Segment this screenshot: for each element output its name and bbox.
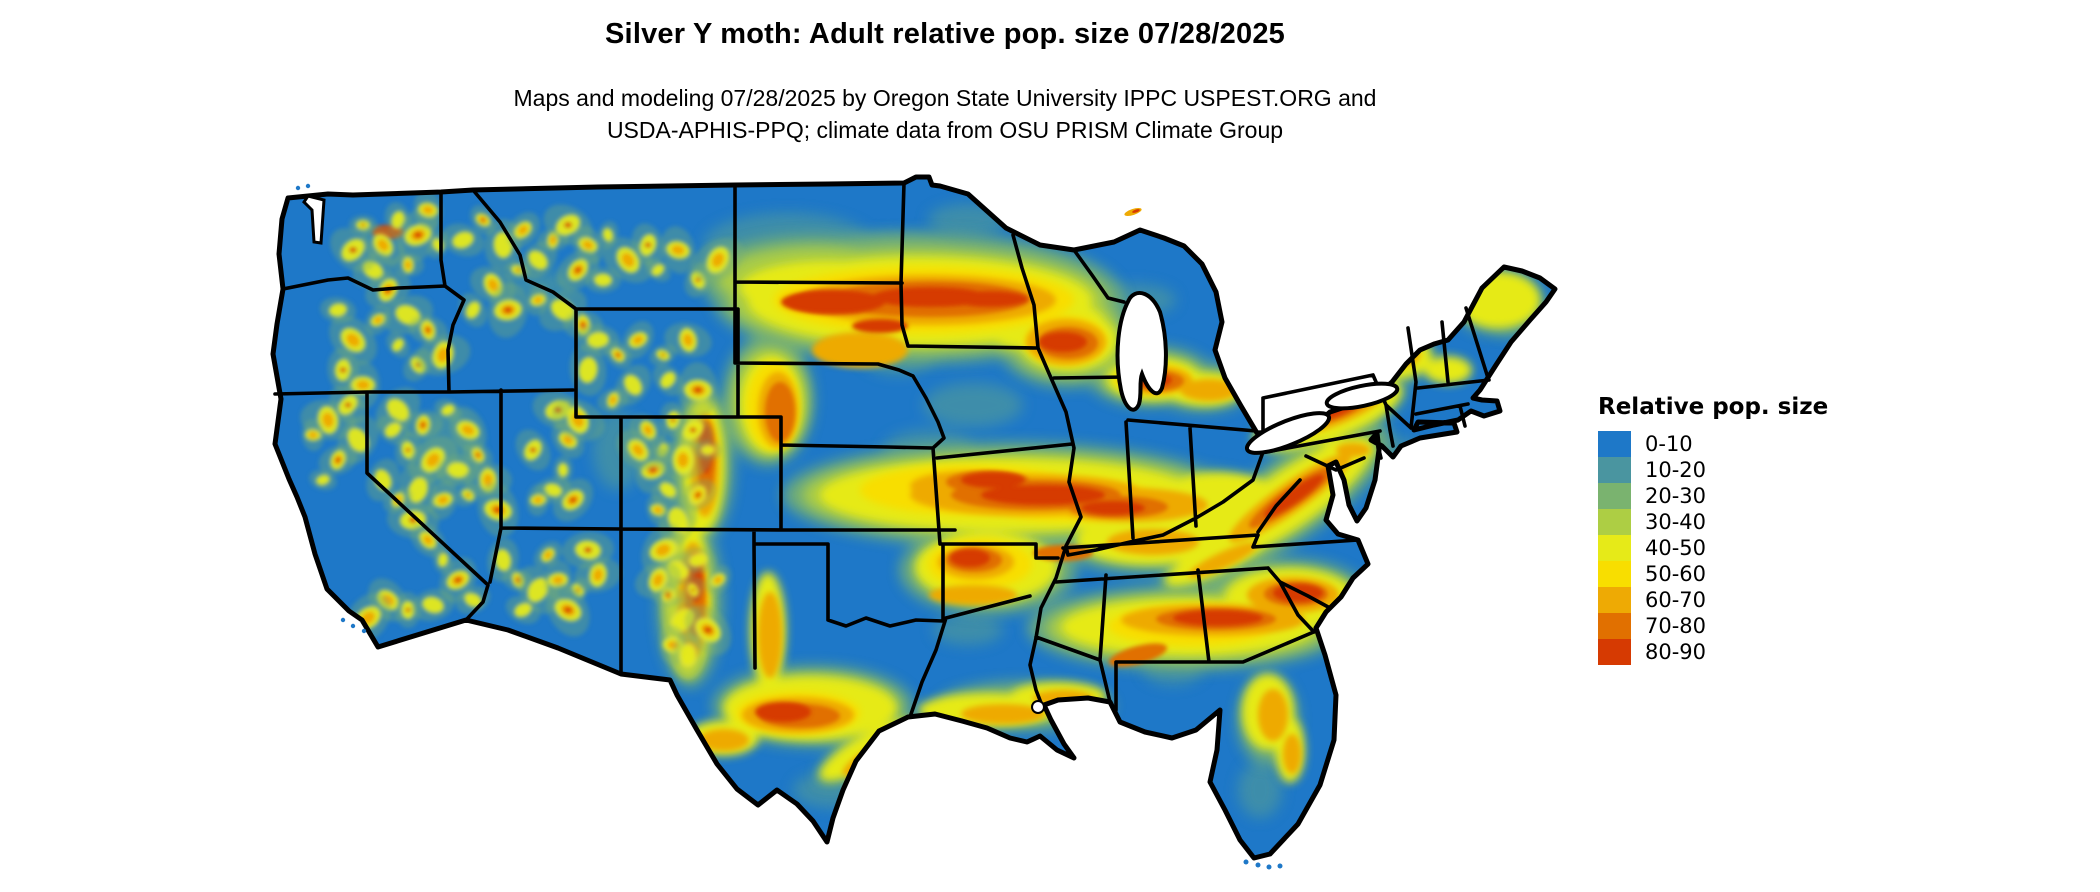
legend-item: 60-70	[1598, 587, 1828, 613]
legend-items: 0-10 10-20 20-30 30-40 40-50 50-60 60-70	[1598, 431, 1828, 665]
legend-label: 30-40	[1645, 510, 1707, 534]
us-heat-map	[268, 150, 1568, 890]
legend-swatch	[1598, 587, 1631, 613]
legend-label: 60-70	[1645, 588, 1707, 612]
legend-label: 50-60	[1645, 562, 1707, 586]
legend-item: 80-90	[1598, 639, 1828, 665]
legend-item: 0-10	[1598, 431, 1828, 457]
subtitle-line-2: USDA-APHIS-PPQ; climate data from OSU PR…	[606, 117, 1284, 143]
legend-item: 50-60	[1598, 561, 1828, 587]
map-raster-layer	[273, 177, 1555, 858]
lake-ontario-shape	[1324, 381, 1400, 411]
heat-layer	[300, 190, 1546, 818]
legend-label: 0-10	[1645, 432, 1693, 456]
legend-swatch	[1598, 457, 1631, 483]
offshore-islands	[295, 183, 1283, 870]
subtitle-line-1: Maps and modeling 07/28/2025 by Oregon S…	[513, 85, 1377, 111]
legend-swatch	[1598, 613, 1631, 639]
figure-subtitle: Maps and modeling 07/28/2025 by Oregon S…	[0, 82, 1890, 146]
lake-pontchartrain-shape	[1031, 700, 1045, 714]
lake-erie-shape	[1244, 411, 1332, 455]
legend-item: 10-20	[1598, 457, 1828, 483]
legend-title: Relative pop. size	[1598, 394, 1829, 420]
isle-royale-speck	[1124, 208, 1142, 216]
legend-item: 70-80	[1598, 613, 1828, 639]
legend: Relative pop. size 0-10 10-20 20-30 30-4…	[1598, 394, 1828, 665]
legend-swatch	[1598, 509, 1631, 535]
legend-label: 40-50	[1645, 536, 1707, 560]
legend-item: 40-50	[1598, 535, 1828, 561]
legend-swatch	[1598, 561, 1631, 587]
page-title: Silver Y moth: Adult relative pop. size …	[605, 18, 1285, 50]
lake-michigan-shape	[1115, 291, 1168, 412]
legend-swatch	[1598, 431, 1631, 457]
legend-item: 30-40	[1598, 509, 1828, 535]
us-outline	[270, 174, 1558, 861]
legend-item: 20-30	[1598, 483, 1828, 509]
legend-swatch	[1598, 639, 1631, 665]
legend-label: 70-80	[1645, 614, 1707, 638]
us-map-svg	[270, 174, 1558, 870]
legend-label: 10-20	[1645, 458, 1707, 482]
puget-sound-shape	[302, 194, 326, 245]
legend-label: 80-90	[1645, 640, 1707, 664]
legend-label: 20-30	[1645, 484, 1707, 508]
legend-swatch	[1598, 483, 1631, 509]
legend-swatch	[1598, 535, 1631, 561]
